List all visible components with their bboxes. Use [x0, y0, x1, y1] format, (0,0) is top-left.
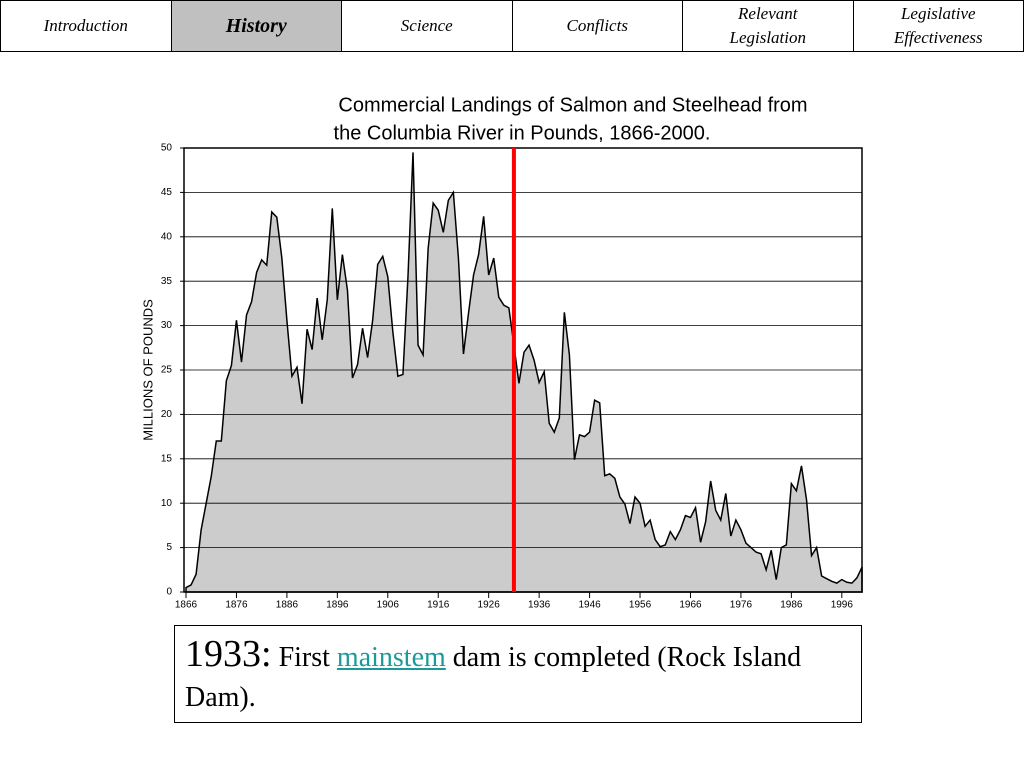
x-tick-label: 1886: [276, 600, 299, 611]
y-tick-label: 40: [161, 231, 173, 242]
x-tick-label: 1986: [780, 600, 803, 611]
nav-tab-label: History: [225, 15, 287, 37]
x-tick-label: 1926: [478, 600, 501, 611]
y-tick-label: 10: [161, 498, 173, 509]
y-tick-label: 20: [161, 409, 173, 420]
nav-tab[interactable]: Conflicts: [511, 0, 682, 52]
chart: Commercial Landings of Salmon and Steelh…: [140, 94, 863, 611]
x-tick-label: 1906: [377, 600, 400, 611]
nav-tab[interactable]: Science: [341, 0, 512, 52]
nav-tab[interactable]: Legislative Effectiveness: [852, 0, 1024, 52]
nav-tab-label: Legislative Effectiveness: [893, 4, 983, 47]
y-tick-label: 0: [166, 587, 172, 598]
x-tick-label: 1896: [326, 600, 349, 611]
nav-tab-label: Introduction: [43, 16, 128, 35]
x-tick-label: 1956: [629, 600, 652, 611]
nav-tab[interactable]: Relevant Legislation: [682, 0, 853, 52]
caption-year: 1933:: [185, 633, 272, 675]
y-tick-label: 25: [161, 365, 173, 376]
nav-tab-label: Science: [400, 16, 453, 35]
y-tick-label: 35: [161, 276, 173, 287]
nav-bar: Introduction History Science Conflicts Relev…: [0, 0, 1024, 52]
chart-title: Commercial Landings of Salmon and Steelh…: [338, 94, 807, 116]
x-tick-label: 1936: [528, 600, 551, 611]
y-tick-label: 45: [161, 187, 173, 198]
y-tick-label: 5: [166, 542, 172, 553]
x-tick-label: 1966: [679, 600, 702, 611]
caption-text: dam is completed (Rock Island Dam).: [185, 642, 802, 713]
x-tick-label: 1876: [225, 600, 248, 611]
x-tick-label: 1866: [175, 600, 198, 611]
caption-link[interactable]: mainstem: [336, 642, 446, 673]
area: [185, 152, 863, 593]
x-tick-label: 1916: [427, 600, 450, 611]
nav-tab-label: Relevant Legislation: [729, 4, 806, 47]
x-tick-label: 1946: [578, 600, 601, 611]
nav-tab[interactable]: History: [170, 0, 341, 52]
nav-tab[interactable]: Introduction: [0, 0, 171, 52]
y-tick-label: 30: [161, 320, 173, 331]
y-tick-label: 15: [161, 453, 173, 464]
y-tick-label: 50: [161, 143, 173, 154]
x-tick-label: 1996: [831, 600, 854, 611]
caption: 1933: First mainstem dam is completed (R…: [174, 625, 862, 723]
plot-border: [183, 147, 863, 593]
chart-title: the Columbia River in Pounds, 1866-2000.: [334, 122, 711, 144]
caption-text: First: [278, 642, 330, 673]
x-tick-label: 1976: [730, 600, 753, 611]
y-axis-label: MILLIONS OF POUNDS: [140, 299, 155, 441]
nav-tab-label: Conflicts: [566, 16, 628, 35]
